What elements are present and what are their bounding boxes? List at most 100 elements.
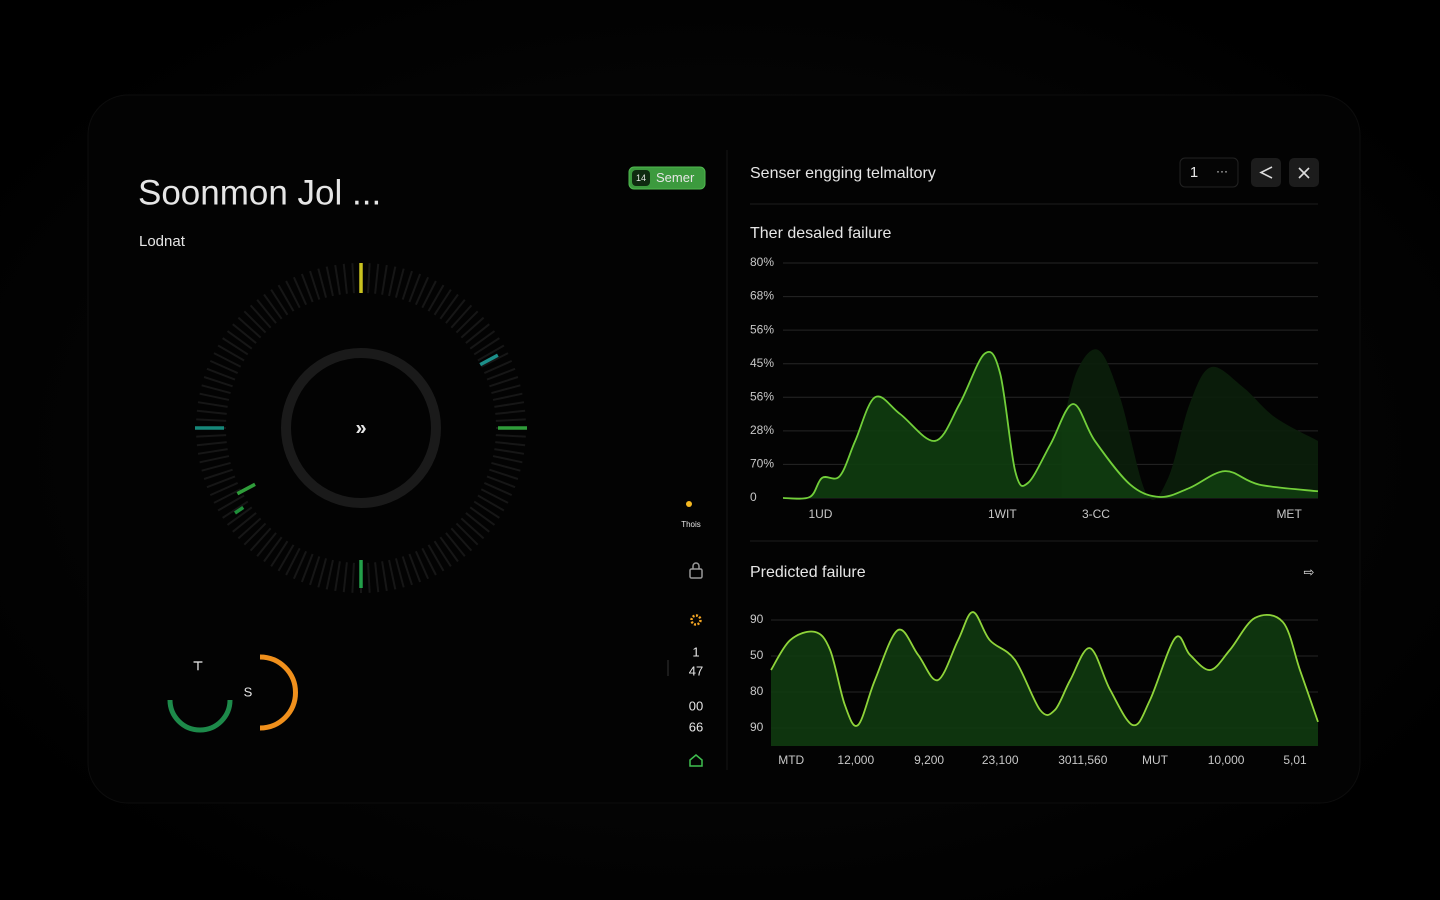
dial-tick	[374, 562, 380, 593]
dial-tick	[232, 323, 257, 344]
dial-tick	[450, 304, 473, 329]
dial-tick	[495, 409, 526, 415]
y-tick-label: 80	[750, 684, 764, 698]
y-tick-label: 50	[750, 648, 764, 662]
pager-box	[1179, 157, 1239, 188]
close-glyph	[1298, 167, 1310, 179]
panel-title: Senser engging telmaltory	[750, 165, 936, 182]
dial-tick	[197, 448, 228, 455]
sidebar-value: 1	[692, 644, 699, 659]
dial-tick	[495, 434, 526, 438]
x-tick-label: MET	[1276, 507, 1302, 521]
dial-tick	[249, 527, 272, 552]
dial-tick	[256, 299, 277, 324]
close-button[interactable]	[1289, 158, 1319, 187]
dial-tick	[196, 441, 227, 447]
dial-tick	[201, 461, 231, 472]
dial-tick	[483, 359, 513, 375]
dial-tick	[226, 330, 253, 350]
dial-tick	[455, 310, 479, 334]
dial-tick	[491, 461, 521, 472]
y-tick-label: 56%	[750, 322, 774, 336]
area-fill	[771, 612, 1318, 746]
x-tick-label: 3011,560	[1058, 753, 1107, 767]
dial-tick	[206, 367, 236, 381]
badge-label: Semer	[656, 170, 695, 185]
dial-tick	[492, 455, 523, 464]
sidebar-value: 47	[689, 663, 703, 678]
dial-tick	[292, 276, 308, 306]
x-tick-label: 23,100	[982, 753, 1019, 767]
dial-tick	[197, 401, 228, 408]
dial-tick	[203, 376, 233, 388]
home-icon[interactable]	[689, 754, 703, 767]
orange-arc	[259, 654, 298, 731]
x-tick-label: 1UD	[808, 507, 832, 521]
dial-marker	[234, 505, 245, 515]
dial-tick	[450, 527, 473, 552]
dial-tick	[483, 481, 513, 497]
dial-tick	[477, 344, 505, 362]
dial-tick	[473, 500, 500, 519]
dial-tick	[394, 558, 405, 588]
y-tick-label: 90	[750, 612, 764, 626]
line	[782, 351, 1319, 500]
dial-tick	[209, 359, 239, 375]
dial-tick	[381, 264, 388, 295]
dial-tick	[469, 506, 496, 526]
gear-icon[interactable]	[690, 614, 702, 626]
dial-tick	[270, 289, 289, 316]
dial-tick	[414, 550, 430, 580]
dial-tick	[263, 536, 283, 563]
dial-tick	[243, 522, 267, 546]
share-button[interactable]	[1251, 158, 1281, 187]
dial-tick	[300, 553, 314, 583]
dial-tick	[465, 512, 490, 533]
dial-tick	[263, 293, 283, 320]
dial-tick	[408, 273, 422, 303]
gauge: »	[195, 263, 527, 593]
dial-tick	[465, 323, 490, 344]
lock-body	[689, 568, 703, 579]
dial-tick	[469, 330, 496, 350]
y-tick-label: 80%	[750, 255, 774, 269]
badge[interactable]: 14 Semer	[628, 166, 706, 190]
dial-tick	[270, 540, 289, 567]
expand-arrow[interactable]: ⇨	[1304, 564, 1315, 579]
y-tick-label: 68%	[750, 289, 774, 303]
dial-tick	[421, 280, 437, 309]
y-tick-label: 56%	[750, 389, 774, 403]
dial-tick	[394, 268, 405, 298]
dial-tick	[243, 310, 267, 334]
dial-tick	[491, 384, 521, 395]
lock-icon[interactable]	[689, 562, 703, 579]
dial-tick	[427, 544, 445, 572]
green-arc	[167, 699, 233, 733]
share-bg	[1251, 158, 1281, 187]
dial-marker	[479, 353, 499, 367]
dial-tick	[232, 512, 257, 533]
dial-tick	[351, 263, 355, 294]
sidebar-label: Thois	[681, 520, 701, 529]
dial-tick	[489, 376, 519, 388]
pager-more: ···	[1216, 164, 1228, 178]
dial-tick	[309, 556, 321, 586]
dial-tick	[285, 547, 301, 576]
dial-tick	[277, 284, 295, 312]
dial-tick	[201, 384, 231, 395]
status-dot	[686, 501, 692, 507]
dial-tick	[480, 352, 509, 368]
dial-tick	[439, 293, 459, 320]
gauge-icon: »	[355, 417, 366, 439]
x-tick-label: 12,000	[837, 753, 874, 767]
area-fill	[1061, 349, 1318, 500]
dial-tick	[486, 367, 516, 381]
dial-tick	[480, 488, 509, 504]
pager[interactable]: 1 ···	[1179, 157, 1239, 188]
dial-tick	[317, 558, 328, 588]
x-tick-label: 5,01	[1283, 753, 1307, 767]
dial-tick	[213, 352, 242, 368]
dial-tick	[433, 540, 452, 567]
